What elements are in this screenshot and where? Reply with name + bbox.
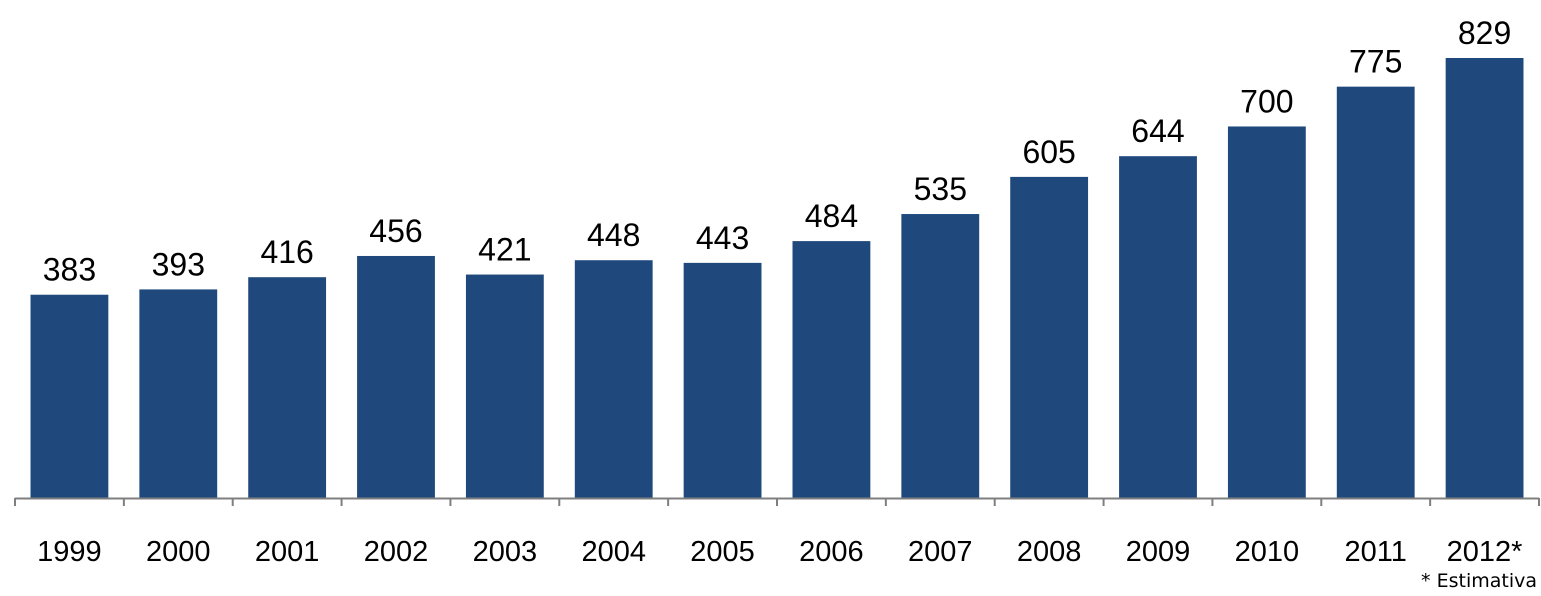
value-label-2010: 700 [1240,83,1293,119]
bars-group [30,58,1524,499]
bar-2009 [1119,156,1197,498]
value-label-1999: 383 [43,252,96,288]
bar-2006 [792,241,871,499]
tick-label-2009: 2009 [1126,536,1191,568]
tick-label-2007: 2007 [908,536,973,568]
tick-label-2006: 2006 [799,536,864,568]
tick-label-1999: 1999 [37,536,102,568]
tick-label-2008: 2008 [1017,536,1082,568]
footnote: * Estimativa [1421,570,1537,592]
value-label-2001: 416 [260,234,313,270]
tick-label-2004: 2004 [581,536,646,568]
bar-2012* [1445,58,1524,498]
bar-2005 [683,262,762,498]
bar-2003 [465,274,544,498]
bar-2011 [1336,86,1415,498]
value-label-2002: 456 [369,213,422,249]
bar-2001 [248,277,327,498]
bar-2007 [901,214,980,499]
value-label-2006: 484 [805,198,858,234]
value-label-2004: 448 [587,217,640,253]
value-label-2008: 605 [1022,134,1075,170]
bar-2004 [574,260,653,498]
value-label-2007: 535 [914,171,967,207]
tick-label-2012*: 2012* [1447,536,1523,568]
tick-label-2001: 2001 [255,536,320,568]
value-label-2000: 393 [152,246,205,282]
value-label-2011: 775 [1349,44,1402,80]
bar-2008 [1010,176,1089,498]
tick-label-2005: 2005 [690,536,755,568]
value-label-2009: 644 [1131,113,1184,149]
tick-labels-group: 1999 2000 2001 2002 2003 2004 2005 2006 2007 2008… [37,536,1522,568]
tick-label-2002: 2002 [364,536,429,568]
x-axis [14,497,1540,506]
value-label-2012*: 829 [1458,15,1511,51]
value-label-2005: 443 [696,220,749,256]
tick-label-2003: 2003 [473,536,538,568]
bar-2000 [139,289,218,498]
tick-label-2011: 2011 [1345,536,1407,568]
bar-1999 [30,294,109,498]
value-labels-group: 383 393 416 456 421 448 443 484 535 605 644 700 775 8… [43,15,1512,288]
tick-label-2000: 2000 [146,536,211,568]
bar-2010 [1227,126,1306,498]
value-label-2003: 421 [478,232,531,268]
bar-2002 [357,255,435,498]
tick-label-2010: 2010 [1235,536,1300,568]
